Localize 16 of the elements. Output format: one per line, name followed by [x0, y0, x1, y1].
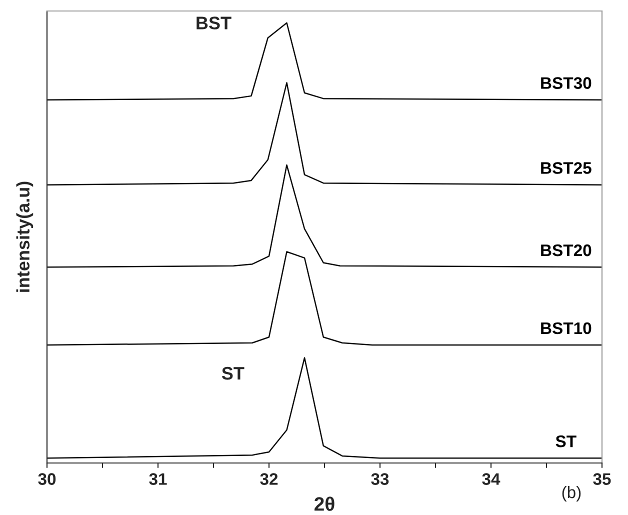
series-label: ST: [556, 435, 576, 448]
annotation: ST: [222, 366, 244, 380]
x-tick-label: 33: [371, 473, 389, 485]
y-axis-title: intensity(a.u): [16, 182, 34, 292]
annotation: BST: [196, 16, 232, 30]
text: (b): [562, 486, 581, 502]
x-tick-label: 34: [482, 473, 500, 485]
series-label: BST10: [541, 322, 592, 334]
x-axis-title: 2θ: [314, 496, 334, 511]
series-label: BST25: [541, 162, 592, 174]
x-tick-label: 30: [38, 473, 56, 485]
x-tick-label: 35: [593, 473, 611, 485]
x-tick-label: 32: [260, 473, 278, 485]
series-label: BST30: [541, 77, 592, 89]
series-label: BST20: [541, 244, 592, 256]
x-tick-label: 31: [149, 473, 167, 485]
